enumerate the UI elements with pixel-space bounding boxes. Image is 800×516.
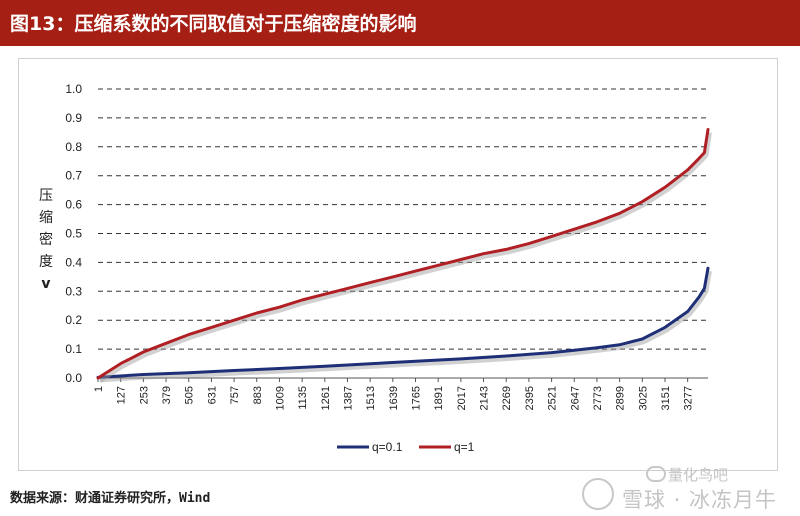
- x-tick-label: 757: [229, 386, 241, 404]
- x-tick-label: 3277: [683, 386, 695, 410]
- watermark-line1: 量化鸟吧: [668, 466, 729, 484]
- legend-label: q=0.1: [372, 440, 403, 454]
- y-tick-label: 0.6: [65, 198, 82, 212]
- y-tick-label: 0.8: [65, 140, 82, 154]
- y-tick-label: 0.5: [65, 227, 82, 241]
- x-tick-label: 2773: [592, 386, 604, 410]
- y-tick-label: 1.0: [65, 82, 82, 96]
- x-tick-label: 2017: [456, 386, 468, 410]
- y-tick-label: 0.0: [65, 371, 82, 385]
- source-note: 数据来源：财通证券研究所，Wind: [10, 491, 211, 506]
- series-shadow: [98, 132, 712, 383]
- y-axis-label-char: v: [41, 276, 50, 292]
- watermark: 量化鸟吧 雪球 · 冰冻月牛: [582, 462, 792, 512]
- x-tick-label: 253: [138, 386, 150, 404]
- y-axis-label-char: 度: [39, 254, 53, 270]
- x-tick-label: 1639: [388, 386, 400, 410]
- x-tick-label: 505: [184, 386, 196, 404]
- x-tick-label: 1387: [342, 386, 354, 410]
- x-tick-label: 2521: [547, 386, 559, 410]
- x-tick-label: 1891: [433, 386, 445, 410]
- x-tick-label: 3025: [637, 386, 649, 410]
- x-tick-label: 1: [93, 386, 105, 392]
- y-tick-label: 0.9: [65, 111, 82, 125]
- y-tick-label: 0.4: [65, 255, 82, 269]
- y-axis-label-char: 缩: [39, 210, 53, 226]
- x-tick-label: 1513: [365, 386, 377, 410]
- title-bar: 图13：压缩系数的不同取值对于压缩密度的影响: [0, 0, 800, 46]
- watermark-line2: 雪球 · 冰冻月牛: [622, 488, 778, 512]
- x-tick-label: 631: [206, 386, 218, 404]
- x-tick-label: 379: [161, 386, 173, 404]
- x-tick-label: 2269: [501, 386, 513, 410]
- series-shadow: [99, 270, 712, 383]
- y-tick-label: 0.7: [65, 169, 82, 183]
- x-tick-label: 883: [252, 386, 264, 404]
- x-tick-label: 1135: [297, 386, 309, 410]
- chart-frame: [18, 58, 778, 471]
- y-tick-label: 0.1: [65, 342, 82, 356]
- series-line-q=1: [96, 128, 710, 380]
- y-axis-label-char: 密: [39, 231, 53, 248]
- x-tick-label: 3151: [660, 386, 672, 410]
- y-tick-label: 0.3: [65, 284, 82, 298]
- x-tick-label: 2143: [479, 386, 491, 410]
- x-tick-label: 2899: [615, 386, 627, 410]
- snowball-logo-icon: [582, 478, 614, 510]
- legend-label: q=1: [454, 440, 475, 454]
- figure-title: 图13：压缩系数的不同取值对于压缩密度的影响: [10, 13, 417, 35]
- y-tick-label: 0.2: [65, 313, 82, 327]
- series-line-q=0.1: [96, 266, 710, 379]
- x-tick-label: 1765: [411, 386, 423, 410]
- x-tick-label: 127: [116, 386, 128, 404]
- y-axis-label-char: 压: [39, 188, 53, 204]
- x-tick-label: 2647: [569, 386, 581, 410]
- x-tick-label: 1261: [320, 386, 332, 410]
- x-tick-label: 1009: [274, 386, 286, 410]
- chat-bubble-icon: [646, 466, 666, 482]
- x-tick-label: 2395: [524, 386, 536, 410]
